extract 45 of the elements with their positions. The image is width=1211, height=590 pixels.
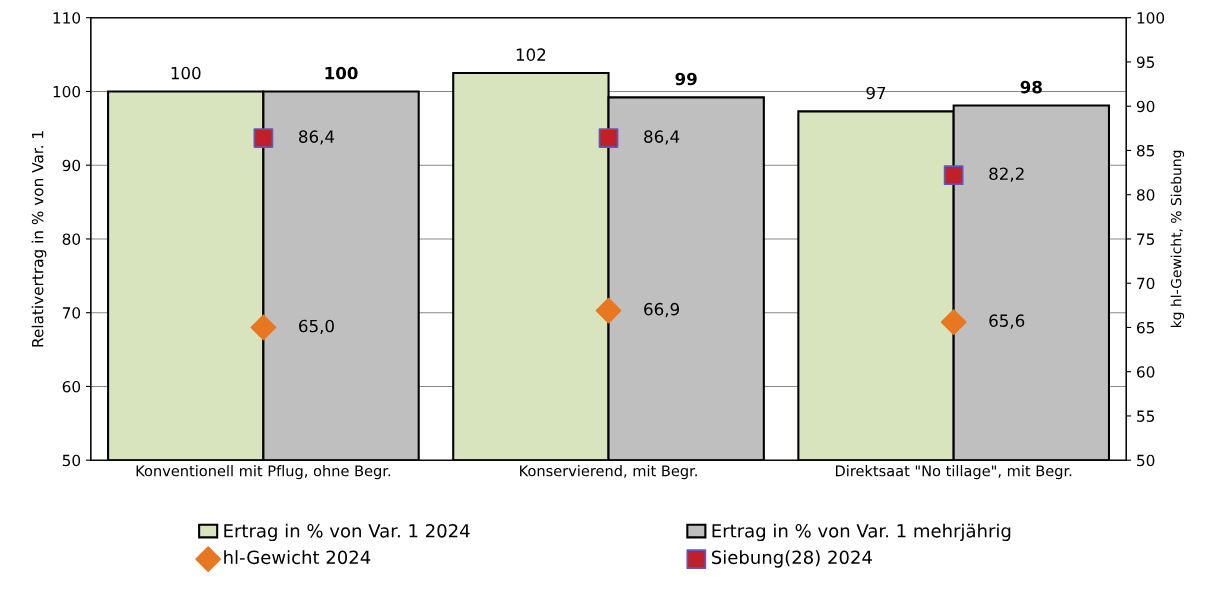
- data-label: 99: [675, 72, 697, 86]
- point: [943, 165, 964, 186]
- data-label: 86,4: [299, 130, 335, 145]
- x-tick-label: Konservierend, mit Begr.: [520, 465, 697, 480]
- legend-label: Ertrag in % von Var. 1 2024: [224, 523, 470, 542]
- y-tick-label: 110: [53, 12, 81, 24]
- data-label: 100: [171, 66, 201, 80]
- y-tick-label: 50: [62, 454, 81, 467]
- y2-tick-label: 90: [1136, 100, 1155, 113]
- y-tick-label: 80: [62, 233, 81, 245]
- y2-tick-label: 65: [1137, 321, 1155, 334]
- x-tick-label: Direktsaat "No tillage", mit Begr.: [835, 465, 1072, 480]
- data-label: 65,6: [989, 314, 1025, 329]
- y-tick-label: 70: [62, 307, 81, 319]
- data-label: 97: [866, 86, 886, 100]
- legend-label: hl-Gewicht 2024: [224, 550, 371, 565]
- y2-tick-label: 60: [1137, 366, 1155, 378]
- point: [940, 309, 967, 336]
- data-label: 86,4: [644, 130, 680, 145]
- y2-tick-label: 80: [1136, 189, 1155, 201]
- y-tick-label: 90: [62, 159, 81, 172]
- data-label: 100: [325, 66, 358, 80]
- data-label: 65,0: [299, 319, 334, 334]
- y2-tick-label: 75: [1137, 233, 1155, 245]
- legend-label: Siebung(28) 2024: [711, 550, 872, 568]
- y-axis-title: Relativertrag in % von Var. 1: [31, 131, 47, 347]
- point: [253, 128, 274, 148]
- y2-tick-label: 55: [1137, 410, 1155, 422]
- point: [595, 297, 622, 324]
- y-tick-label: 60: [62, 380, 81, 393]
- data-label: 98: [1020, 80, 1042, 94]
- y2-axis-title: kg hl-Gewicht, % Siebung: [1170, 150, 1185, 328]
- y2-tick-label: 95: [1136, 56, 1155, 68]
- legend-label: Ertrag in % von Var. 1 mehrjährig: [712, 523, 1011, 542]
- data-label: 82,2: [989, 167, 1024, 182]
- point: [250, 314, 277, 341]
- y2-tick-label: 100: [1137, 12, 1165, 24]
- y2-tick-label: 85: [1136, 144, 1155, 157]
- data-label: 102: [516, 48, 546, 61]
- y2-tick-label: 50: [1137, 454, 1155, 467]
- data-label: 66,9: [644, 302, 679, 318]
- y-tick-label: 100: [53, 85, 81, 98]
- point: [598, 128, 619, 148]
- x-tick-label: Konventionell mit Pflug, ohne Begr.: [136, 465, 391, 480]
- y2-tick-label: 70: [1137, 277, 1155, 290]
